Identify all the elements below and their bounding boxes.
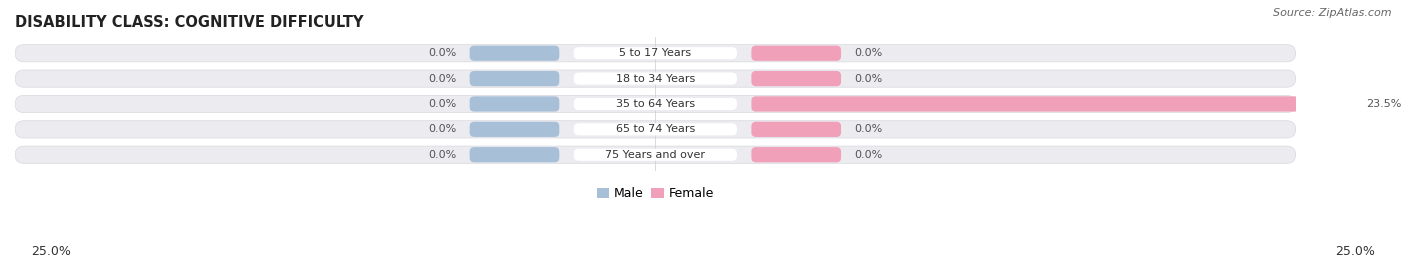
FancyBboxPatch shape (574, 123, 737, 135)
Text: 0.0%: 0.0% (853, 74, 882, 84)
FancyBboxPatch shape (15, 70, 1296, 87)
Text: 0.0%: 0.0% (429, 48, 457, 58)
FancyBboxPatch shape (470, 46, 560, 61)
Text: 0.0%: 0.0% (429, 124, 457, 134)
Text: 0.0%: 0.0% (853, 150, 882, 160)
FancyBboxPatch shape (470, 96, 560, 112)
FancyBboxPatch shape (574, 98, 737, 110)
Text: 0.0%: 0.0% (853, 48, 882, 58)
Text: 0.0%: 0.0% (429, 99, 457, 109)
Text: 0.0%: 0.0% (853, 124, 882, 134)
FancyBboxPatch shape (751, 96, 1354, 112)
Text: 5 to 17 Years: 5 to 17 Years (619, 48, 692, 58)
FancyBboxPatch shape (574, 47, 737, 59)
FancyBboxPatch shape (15, 45, 1296, 62)
Text: 0.0%: 0.0% (429, 74, 457, 84)
Text: 18 to 34 Years: 18 to 34 Years (616, 74, 695, 84)
Text: 35 to 64 Years: 35 to 64 Years (616, 99, 695, 109)
Text: 0.0%: 0.0% (429, 150, 457, 160)
FancyBboxPatch shape (470, 122, 560, 137)
FancyBboxPatch shape (751, 147, 841, 162)
Text: 25.0%: 25.0% (1336, 245, 1375, 258)
Text: 25.0%: 25.0% (31, 245, 70, 258)
FancyBboxPatch shape (574, 149, 737, 161)
FancyBboxPatch shape (751, 71, 841, 86)
Text: 65 to 74 Years: 65 to 74 Years (616, 124, 695, 134)
FancyBboxPatch shape (470, 147, 560, 162)
Text: Source: ZipAtlas.com: Source: ZipAtlas.com (1274, 8, 1392, 18)
FancyBboxPatch shape (15, 146, 1296, 163)
FancyBboxPatch shape (15, 121, 1296, 138)
FancyBboxPatch shape (751, 122, 841, 137)
Legend: Male, Female: Male, Female (592, 182, 718, 205)
Text: 23.5%: 23.5% (1367, 99, 1402, 109)
FancyBboxPatch shape (574, 73, 737, 85)
Text: 75 Years and over: 75 Years and over (606, 150, 706, 160)
FancyBboxPatch shape (751, 46, 841, 61)
Text: DISABILITY CLASS: COGNITIVE DIFFICULTY: DISABILITY CLASS: COGNITIVE DIFFICULTY (15, 15, 364, 30)
FancyBboxPatch shape (15, 95, 1296, 113)
FancyBboxPatch shape (470, 71, 560, 86)
